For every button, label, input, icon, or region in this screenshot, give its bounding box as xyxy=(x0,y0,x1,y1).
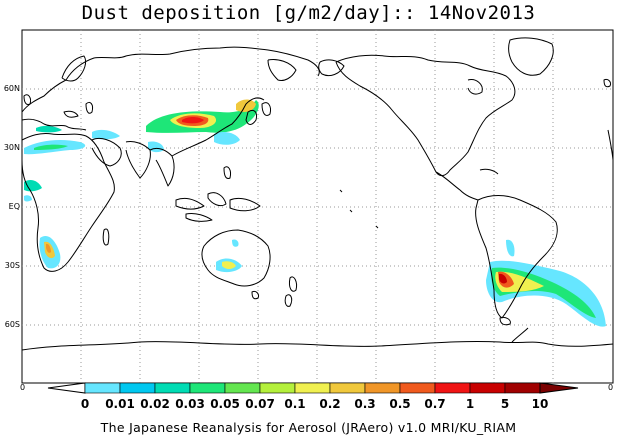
colorbar-tick-label: 0.1 xyxy=(284,397,306,411)
colorbar-tick-label: 0.02 xyxy=(140,397,170,411)
colorbar xyxy=(47,382,579,394)
axis-edge-left-label: 0 xyxy=(20,383,26,392)
lat-label-30n: 30N xyxy=(3,143,20,152)
lat-label-60n: 60N xyxy=(3,84,20,93)
colorbar-tick-label: 0.01 xyxy=(105,397,135,411)
colorbar-swatch xyxy=(329,382,366,394)
colorbar-tick-label: 0.5 xyxy=(389,397,411,411)
colorbar-tick-label: 0.05 xyxy=(210,397,240,411)
dust-north-africa-core xyxy=(34,144,68,150)
colorbar-tick-label: 10 xyxy=(531,397,549,411)
map-title: Dust deposition [g/m2/day]:: 14Nov2013 xyxy=(81,2,536,24)
colorbar-swatch xyxy=(84,382,121,394)
colorbar-tick-label: 0.07 xyxy=(245,397,275,411)
colorbar-swatch xyxy=(399,382,436,394)
colorbar-tick-label: 0.3 xyxy=(354,397,376,411)
footer-credit: The Japanese Reanalysis for Aerosol (JRA… xyxy=(100,420,517,435)
colorbar-tick-label: 0.03 xyxy=(175,397,205,411)
colorbar-under-triangle xyxy=(47,382,86,394)
dust-south-africa-core xyxy=(46,243,51,253)
dust-fields xyxy=(24,99,606,327)
colorbar-swatch xyxy=(364,382,401,394)
colorbar-swatch xyxy=(259,382,296,394)
colorbar-swatch xyxy=(294,382,331,394)
lat-label-eq: EQ xyxy=(8,202,20,211)
colorbar-swatch xyxy=(224,382,261,394)
colorbar-tick-label: 5 xyxy=(500,397,510,411)
colorbar-tick-label: 0.7 xyxy=(424,397,446,411)
dust-andes xyxy=(506,239,515,257)
dust-mediterranean xyxy=(36,125,62,133)
dust-middle-east xyxy=(92,129,120,140)
colorbar-swatch xyxy=(154,382,191,394)
dust-gobi-core xyxy=(182,117,204,124)
colorbar-swatch xyxy=(504,382,541,394)
colorbar-tick-label: 1 xyxy=(465,397,475,411)
colorbar-tick-label: 0 xyxy=(80,397,90,411)
dust-patagonia-core xyxy=(499,273,507,284)
colorbar-swatch xyxy=(434,382,471,394)
dust-australia-north xyxy=(232,239,239,247)
lat-label-30s: 30S xyxy=(4,261,20,270)
colorbar-swatch xyxy=(189,382,226,394)
colorbar-over-triangle xyxy=(539,382,579,394)
axis-edge-right-label: 0 xyxy=(608,383,614,392)
dust-australia-core xyxy=(222,261,236,269)
coastlines xyxy=(21,37,614,351)
lat-label-60s: 60S xyxy=(4,320,20,329)
dust-west-africa xyxy=(24,195,32,202)
colorbar-swatch xyxy=(119,382,156,394)
colorbar-tick-label: 0.2 xyxy=(319,397,341,411)
dust-taklamakan xyxy=(236,99,256,112)
colorbar-swatch xyxy=(469,382,506,394)
dust-china-east xyxy=(214,132,240,145)
